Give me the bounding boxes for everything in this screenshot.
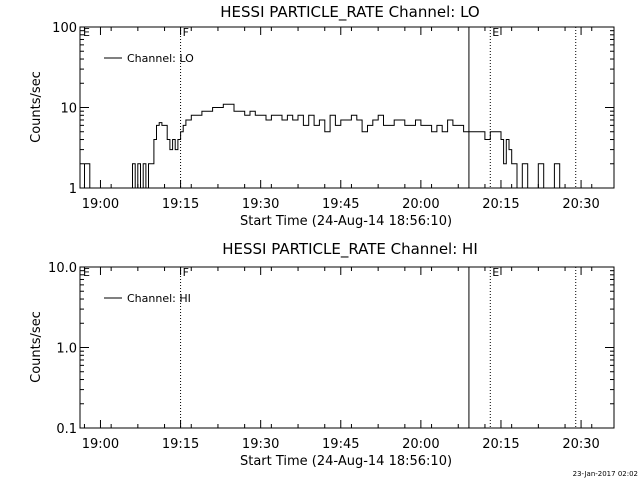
y-axis-label: Counts/sec bbox=[29, 71, 44, 143]
y-tick-label: 0.1 bbox=[56, 422, 77, 437]
panel-lo: HESSI PARTICLE_RATE Channel: LO Counts/s… bbox=[29, 3, 615, 229]
legend-label: Channel: HI bbox=[127, 292, 191, 305]
panel-hi: HESSI PARTICLE_RATE Channel: HI Counts/s… bbox=[29, 240, 615, 469]
y-tick-label: 1 bbox=[69, 182, 77, 197]
legend: Channel: HI bbox=[104, 292, 191, 305]
x-tick-label: 19:00 bbox=[82, 197, 119, 212]
legend-label: Channel: LO bbox=[127, 52, 194, 65]
y-tick-label: 1.0 bbox=[56, 342, 77, 357]
x-tick-label: 19:15 bbox=[162, 437, 199, 452]
marker-label: F bbox=[183, 26, 189, 39]
x-tick-label: 20:00 bbox=[402, 197, 439, 212]
corner-flag: E bbox=[83, 266, 90, 279]
x-tick-label: 19:45 bbox=[322, 197, 359, 212]
x-axis-label: Start Time (24-Aug-14 18:56:10) bbox=[240, 214, 452, 229]
marker-label: F bbox=[183, 266, 189, 279]
series-line bbox=[80, 103, 571, 188]
footer-timestamp: 23-Jan-2017 02:02 bbox=[573, 470, 638, 478]
y-tick-label: 100 bbox=[52, 21, 77, 36]
x-tick-label: 19:45 bbox=[322, 437, 359, 452]
x-tick-label: 20:30 bbox=[562, 197, 599, 212]
marker-label: E bbox=[492, 266, 499, 279]
x-tick-label: 19:00 bbox=[82, 437, 119, 452]
x-tick-label: 19:30 bbox=[242, 197, 279, 212]
y-tick-label: 10 bbox=[60, 102, 77, 117]
marker-label: E bbox=[492, 26, 499, 39]
x-tick-label: 20:00 bbox=[402, 437, 439, 452]
x-tick-label: 19:15 bbox=[162, 197, 199, 212]
x-tick-label: 20:15 bbox=[482, 197, 519, 212]
x-tick-label: 20:15 bbox=[482, 437, 519, 452]
corner-flag: E bbox=[83, 26, 90, 39]
x-tick-label: 19:30 bbox=[242, 437, 279, 452]
legend: Channel: LO bbox=[104, 52, 194, 65]
chart-title: HESSI PARTICLE_RATE Channel: LO bbox=[220, 3, 479, 22]
x-tick-label: 20:30 bbox=[562, 437, 599, 452]
y-axis-label: Counts/sec bbox=[29, 311, 44, 383]
x-axis-label: Start Time (24-Aug-14 18:56:10) bbox=[240, 454, 452, 469]
y-tick-label: 10.0 bbox=[48, 261, 77, 276]
chart-title: HESSI PARTICLE_RATE Channel: HI bbox=[222, 240, 478, 259]
